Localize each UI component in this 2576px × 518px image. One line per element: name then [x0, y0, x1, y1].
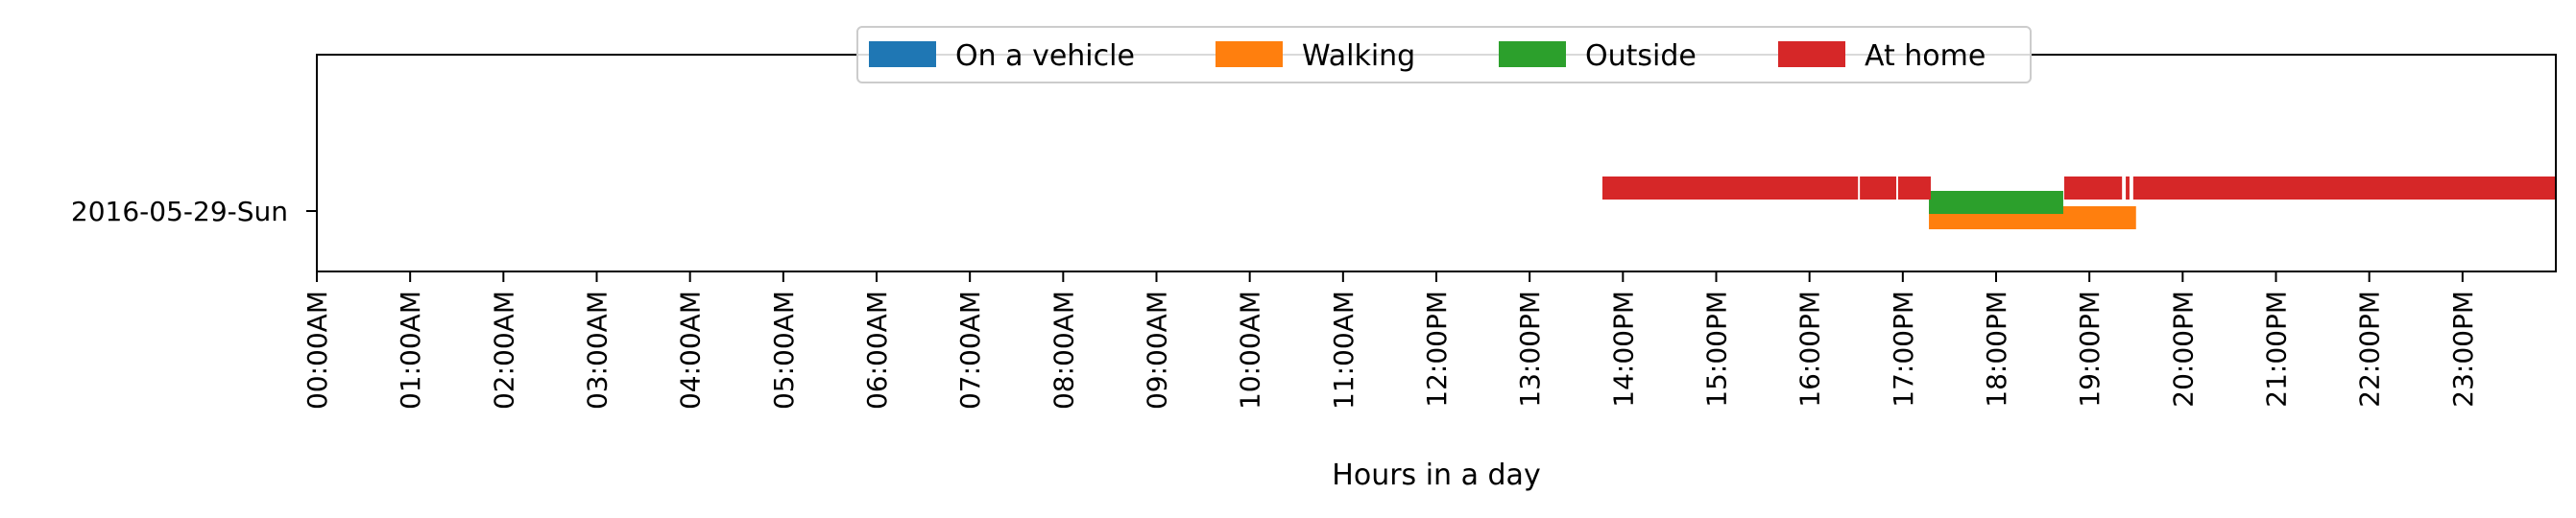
legend-label-at-home: At home: [1865, 39, 1986, 73]
bar-at-home-1: [1860, 177, 1897, 200]
x-tick-label: 09:00AM: [1142, 291, 1173, 410]
x-tick-label: 10:00AM: [1235, 291, 1266, 410]
x-tick-label: 07:00AM: [954, 291, 986, 410]
legend: On a vehicle Walking Outside At home: [856, 26, 2032, 83]
y-axis: 2016-05-29-Sun: [71, 196, 317, 227]
legend-box: [856, 26, 2032, 83]
y-tick-label: 2016-05-29-Sun: [71, 196, 288, 227]
x-tick-label: 02:00AM: [488, 291, 519, 410]
bar-at-home-3: [2063, 177, 2123, 200]
bars-layer: [1601, 177, 2556, 229]
legend-label-walking: Walking: [1302, 39, 1415, 73]
x-tick-label: 05:00AM: [768, 291, 800, 410]
bar-at-home-4: [2126, 177, 2130, 200]
x-tick-label: 15:00PM: [1701, 291, 1733, 408]
x-tick-label: 06:00AM: [861, 291, 893, 410]
x-tick-label: 16:00PM: [1794, 291, 1826, 408]
legend-label-outside: Outside: [1585, 39, 1697, 73]
bar-at-home-0: [1601, 177, 1859, 200]
x-tick-label: 14:00PM: [1607, 291, 1639, 408]
x-axis-title: Hours in a day: [1332, 459, 1540, 492]
x-tick-label: 00:00AM: [301, 291, 333, 410]
x-tick-label: 11:00AM: [1328, 291, 1360, 410]
x-tick-label: 08:00AM: [1047, 291, 1079, 410]
x-tick-label: 23:00PM: [2447, 291, 2479, 408]
x-axis: 00:00AM 01:00AM 02:00AM 03:00AM 04:00AM 05:00…: [301, 271, 2479, 410]
legend-swatch-at-home: [1778, 41, 1845, 67]
bar-at-home-2: [1897, 177, 1931, 200]
legend-swatch-on-a-vehicle: [869, 41, 936, 67]
x-tick-label: 17:00PM: [1888, 291, 1919, 408]
x-tick-label: 13:00PM: [1514, 291, 1546, 408]
bar-at-home-5: [2132, 177, 2556, 200]
x-tick-label: 18:00PM: [1981, 291, 2012, 408]
bar-outside-0: [1929, 191, 2063, 214]
x-tick-label: 03:00AM: [582, 291, 614, 410]
plot-frame: [316, 54, 2557, 272]
legend-swatch-outside: [1499, 41, 1566, 67]
legend-swatch-walking: [1216, 41, 1283, 67]
x-tick-label: 21:00PM: [2261, 291, 2293, 408]
x-tick-label: 12:00PM: [1421, 291, 1453, 408]
x-tick-label: 20:00PM: [2167, 291, 2199, 408]
x-tick-label: 22:00PM: [2354, 291, 2386, 408]
x-tick-label: 01:00AM: [395, 291, 426, 410]
legend-label-on-a-vehicle: On a vehicle: [955, 39, 1135, 73]
x-tick-label: 19:00PM: [2074, 291, 2106, 408]
x-tick-label: 04:00AM: [675, 291, 707, 410]
